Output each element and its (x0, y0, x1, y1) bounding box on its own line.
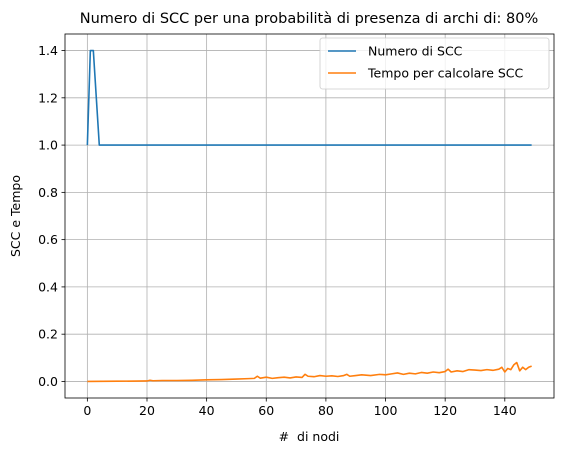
legend-entry-label: Tempo per calcolare SCC (367, 66, 524, 81)
x-tick-label: 140 (493, 403, 517, 418)
x-axis-label: # di nodi (279, 429, 340, 444)
series-line-2 (87, 361, 532, 383)
y-tick-label: 0.4 (38, 279, 58, 294)
y-tick-label: 0.6 (38, 232, 58, 247)
x-tick-label: 80 (318, 403, 334, 418)
plot-frame (64, 33, 555, 399)
y-tick-label: 1.2 (38, 90, 58, 105)
legend-box (319, 37, 550, 90)
ticks: 0 20 40 60 80 100 120 140 0.0 0.2 0.4 0.6 0.8 1.0 1.2 1… (38, 43, 517, 418)
x-tick-label: 40 (199, 403, 215, 418)
y-tick-label: 0.8 (38, 185, 58, 200)
y-tick-label: 0.2 (38, 327, 58, 342)
x-tick-label: 120 (433, 403, 457, 418)
y-tick-label: 1.0 (38, 138, 58, 153)
x-tick-label: 20 (139, 403, 155, 418)
series-layer (86, 49, 532, 383)
x-tick-label: 0 (83, 403, 91, 418)
legend: Numero di SCC Tempo per calcolare SCC (319, 37, 550, 90)
x-tick-label: 100 (374, 403, 398, 418)
y-tick-label: 0.0 (38, 374, 58, 389)
y-tick-label: 1.4 (38, 43, 58, 58)
series-line-1 (86, 49, 532, 146)
legend-entry-label: Numero di SCC (368, 44, 463, 59)
x-tick-label: 60 (258, 403, 274, 418)
y-axis-label: SCC e Tempo (8, 175, 23, 257)
chart-title: Numero di SCC per una probabilità di pre… (80, 11, 538, 27)
